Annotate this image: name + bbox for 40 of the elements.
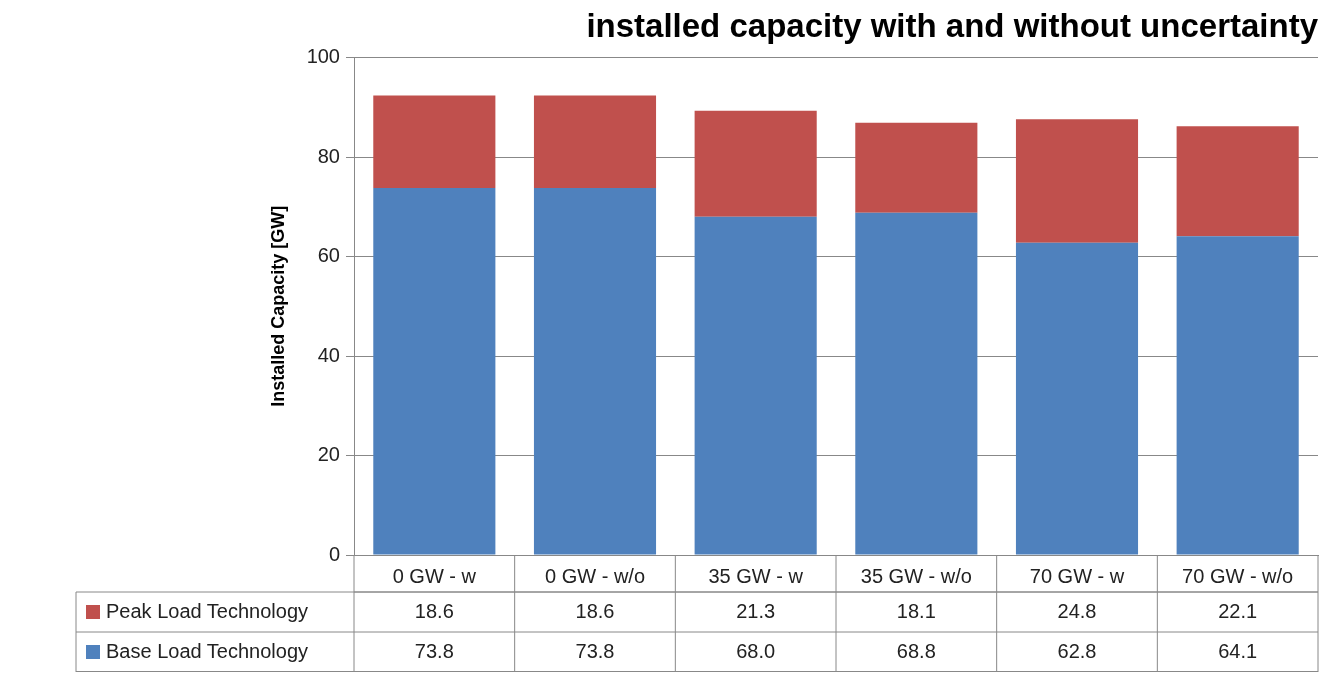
bar	[694, 216, 817, 555]
x-tick-label: 70 GW - w	[1029, 564, 1125, 587]
data-label: 68.8	[896, 639, 936, 662]
data-label: 22.1	[1218, 599, 1258, 622]
data-label: 18.6	[414, 599, 454, 622]
data-label: 73.8	[414, 639, 454, 662]
x-tick-label: 0 GW - w	[392, 564, 477, 587]
chart-title: installed capacity with and without uncertainty	[586, 6, 1319, 44]
data-label: 73.8	[575, 639, 615, 662]
x-tick-label: 35 GW - w/o	[860, 564, 972, 587]
bar	[855, 212, 978, 555]
y-tick-label: 0	[328, 542, 340, 565]
data-label: 18.6	[575, 599, 615, 622]
bar	[1176, 236, 1299, 555]
data-label: 68.0	[736, 639, 776, 662]
bar	[373, 95, 496, 188]
x-tick-label: 35 GW - w	[708, 564, 804, 587]
bar	[1176, 126, 1299, 237]
y-tick-label: 100	[306, 45, 340, 68]
legend-label: Base Load Technology	[106, 639, 309, 662]
bar	[1015, 242, 1139, 555]
bar	[855, 122, 978, 213]
x-tick-label: 70 GW - w/o	[1182, 564, 1294, 587]
y-tick-label: 40	[317, 343, 340, 366]
x-tick-label: 0 GW - w/o	[544, 564, 646, 587]
y-axis-title: Installed Capacity [GW]	[267, 205, 288, 407]
y-tick-label: 80	[317, 144, 340, 167]
y-tick-label: 20	[317, 443, 340, 466]
bar	[533, 95, 657, 188]
bar	[1015, 119, 1139, 243]
data-label: 24.8	[1057, 599, 1097, 622]
data-label: 62.8	[1057, 639, 1097, 662]
y-tick-label: 60	[317, 244, 340, 267]
bar	[694, 110, 817, 217]
data-label: 18.1	[896, 599, 936, 622]
data-label: 21.3	[736, 599, 776, 622]
bar	[373, 187, 496, 555]
legend-label: Peak Load Technology	[106, 599, 309, 622]
bar	[533, 187, 657, 555]
data-label: 64.1	[1218, 639, 1258, 662]
